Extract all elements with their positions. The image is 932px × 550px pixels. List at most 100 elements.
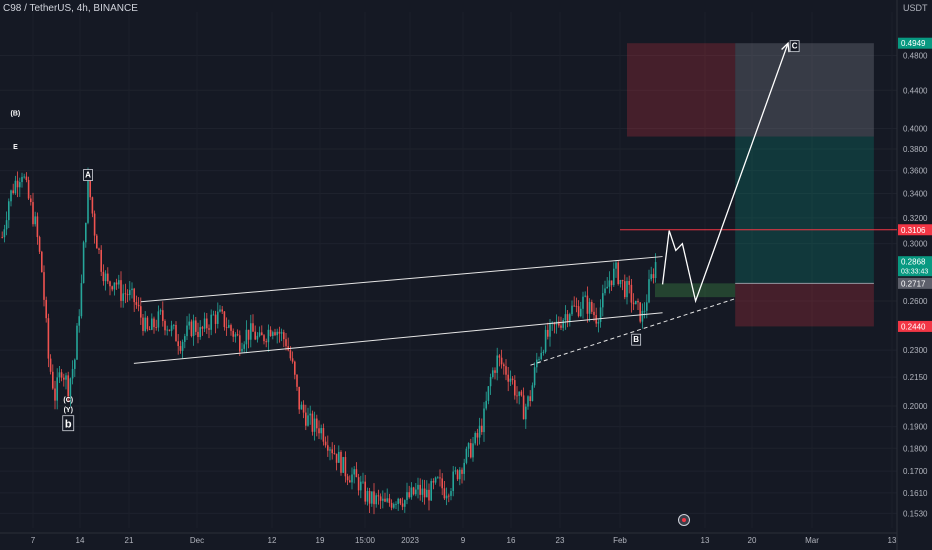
candle-body bbox=[232, 330, 235, 337]
candle-body bbox=[228, 325, 230, 328]
candle-body bbox=[584, 295, 587, 297]
candle-body bbox=[199, 327, 202, 338]
x-tick-label: 15:00 bbox=[355, 536, 376, 545]
candle-body bbox=[547, 329, 549, 337]
candle-body bbox=[641, 310, 644, 322]
candle-body bbox=[390, 502, 393, 508]
price-label: 0.2717 bbox=[901, 279, 926, 288]
candle-body bbox=[25, 176, 28, 180]
candle-body bbox=[241, 348, 243, 352]
candle-body bbox=[76, 325, 78, 360]
candle-body bbox=[384, 498, 386, 502]
candle-body bbox=[19, 182, 21, 188]
price-unit-label: USDT bbox=[903, 3, 928, 13]
projection-arrowhead bbox=[781, 41, 790, 53]
candle-body bbox=[148, 329, 151, 331]
wave-label-box bbox=[83, 169, 93, 181]
candle-body bbox=[234, 334, 237, 337]
candle-body bbox=[47, 318, 50, 359]
candle-body bbox=[212, 314, 215, 316]
candle-body bbox=[393, 504, 395, 508]
candle-body bbox=[311, 413, 314, 432]
candle-body bbox=[316, 418, 318, 429]
candle-body bbox=[8, 201, 10, 221]
candle-body bbox=[252, 323, 254, 332]
candle-body bbox=[639, 302, 642, 322]
candle-body bbox=[355, 469, 358, 478]
y-tick-label: 0.3200 bbox=[903, 214, 928, 223]
candle-body bbox=[102, 271, 105, 282]
candle-body bbox=[652, 274, 655, 279]
x-tick-label: 13 bbox=[888, 536, 897, 545]
y-tick-label: 0.2300 bbox=[903, 346, 928, 355]
candle-body bbox=[67, 375, 70, 397]
candle-body bbox=[16, 180, 19, 188]
candle-body bbox=[190, 321, 193, 337]
candle-body bbox=[597, 321, 600, 324]
candle-body bbox=[599, 307, 602, 322]
y-tick-label: 0.3000 bbox=[903, 240, 928, 249]
candle-body bbox=[320, 428, 323, 434]
candle-body bbox=[582, 296, 584, 309]
candle-body bbox=[459, 469, 461, 480]
candle-body bbox=[41, 251, 43, 273]
y-tick-label: 0.4400 bbox=[903, 86, 928, 95]
candle-body bbox=[89, 176, 92, 198]
candle-body bbox=[511, 378, 514, 381]
candle-body bbox=[569, 314, 571, 322]
candle-body bbox=[437, 477, 439, 479]
candle-body bbox=[309, 413, 312, 416]
candle-body bbox=[571, 305, 573, 315]
candle-body bbox=[80, 283, 83, 317]
candle-body bbox=[142, 317, 144, 331]
y-tick-label: 0.4000 bbox=[903, 124, 928, 133]
candle-body bbox=[223, 311, 226, 328]
y-tick-label: 0.1610 bbox=[903, 489, 928, 498]
candle-body bbox=[562, 320, 565, 328]
alert-icon[interactable] bbox=[678, 514, 690, 526]
x-tick-label: 7 bbox=[31, 536, 36, 545]
candle-body bbox=[49, 358, 52, 372]
candle-body bbox=[544, 329, 547, 352]
candle-body bbox=[74, 359, 76, 369]
candle-body bbox=[115, 282, 118, 285]
candle-body bbox=[124, 293, 127, 295]
candle-body bbox=[294, 361, 296, 375]
candle-body bbox=[322, 428, 325, 442]
candle-body bbox=[82, 242, 85, 284]
candle-body bbox=[344, 457, 347, 477]
y-tick-label: 0.1530 bbox=[903, 509, 928, 518]
candle-body bbox=[243, 344, 246, 349]
candle-body bbox=[280, 332, 283, 334]
candle-body bbox=[247, 329, 250, 340]
candle-body bbox=[439, 477, 441, 479]
candle-body bbox=[487, 386, 490, 401]
candle-body bbox=[69, 378, 72, 397]
candle-body bbox=[509, 378, 512, 382]
candle-body bbox=[542, 351, 545, 353]
candle-body bbox=[566, 314, 569, 322]
candle-body bbox=[272, 332, 274, 337]
candle-body bbox=[349, 480, 351, 483]
candle-body bbox=[483, 408, 485, 433]
candle-body bbox=[577, 306, 580, 317]
candle-body bbox=[404, 500, 406, 507]
candle-body bbox=[104, 273, 107, 282]
candle-body bbox=[573, 305, 576, 307]
y-tick-label: 0.1800 bbox=[903, 444, 928, 453]
y-tick-label: 0.1700 bbox=[903, 467, 928, 476]
y-tick-label: 0.2600 bbox=[903, 297, 928, 306]
candle-body bbox=[373, 491, 375, 505]
candle-body bbox=[540, 352, 543, 360]
candle-body bbox=[300, 404, 303, 410]
candle-body bbox=[368, 491, 371, 504]
candle-body bbox=[164, 320, 166, 331]
x-tick-label: 19 bbox=[316, 536, 325, 545]
candle-body bbox=[162, 310, 164, 321]
candle-body bbox=[481, 425, 483, 433]
price-label: 0.3106 bbox=[901, 226, 926, 235]
candle-body bbox=[498, 355, 501, 358]
candle-body bbox=[617, 262, 620, 285]
candle-body bbox=[608, 280, 611, 287]
